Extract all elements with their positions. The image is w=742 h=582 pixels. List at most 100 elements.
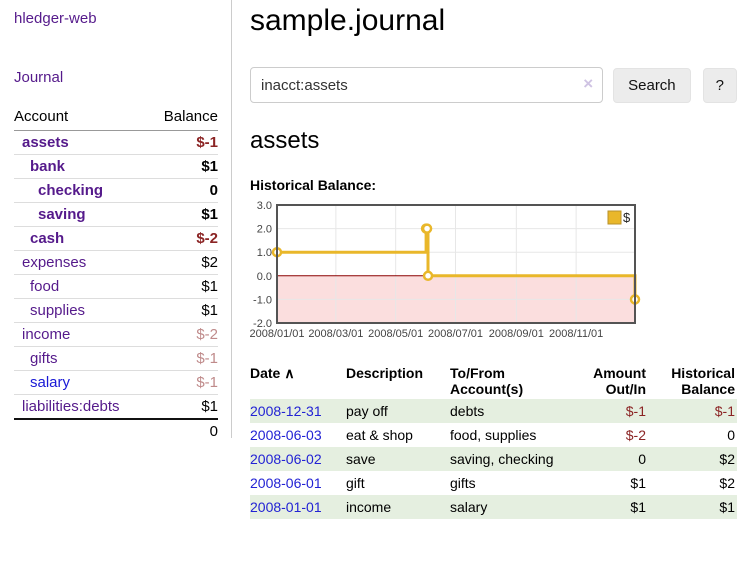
svg-text:0.0: 0.0 bbox=[257, 271, 272, 283]
transaction-date-link[interactable]: 2008-12-31 bbox=[250, 403, 322, 419]
transaction-description: eat & shop bbox=[346, 427, 413, 443]
sidebar-account-gifts[interactable]: gifts bbox=[30, 350, 58, 367]
page-title: sample.journal bbox=[250, 4, 446, 37]
clear-search-icon[interactable]: × bbox=[583, 74, 594, 93]
sidebar-nav: Journal bbox=[14, 69, 218, 86]
sidebar-account-liabilities-debts[interactable]: liabilities:debts bbox=[22, 398, 120, 415]
sidebar-account-expenses[interactable]: expenses bbox=[22, 254, 87, 271]
svg-text:$: $ bbox=[623, 210, 631, 225]
account-row: saving $1 bbox=[14, 202, 218, 227]
account-balance: $1 bbox=[148, 154, 218, 179]
app-title-link[interactable]: hledger-web bbox=[14, 10, 97, 27]
sidebar-account-checking[interactable]: checking bbox=[38, 182, 104, 199]
svg-text:2008/11/01: 2008/11/01 bbox=[549, 328, 603, 340]
transaction-date-link[interactable]: 2008-06-01 bbox=[250, 475, 322, 491]
register-header-accounts: To/From Account(s) bbox=[450, 365, 524, 397]
account-row: assets $-1 bbox=[14, 131, 218, 155]
help-button[interactable]: ? bbox=[702, 67, 737, 103]
svg-text:2008/03/01: 2008/03/01 bbox=[308, 328, 363, 340]
date-header-label: Date bbox=[250, 365, 281, 381]
account-balance: $-1 bbox=[148, 370, 218, 395]
account-row: salary $-1 bbox=[14, 370, 218, 395]
account-row: cash $-2 bbox=[14, 226, 218, 251]
accounts-total-balance: 0 bbox=[148, 418, 218, 443]
sidebar-account-bank[interactable]: bank bbox=[30, 158, 66, 175]
register-header-balance: Historical Balance bbox=[671, 365, 735, 397]
transaction-accounts: food, supplies bbox=[450, 427, 537, 443]
account-row: checking 0 bbox=[14, 178, 218, 203]
transaction-balance: $2 bbox=[719, 451, 735, 467]
transaction-accounts: gifts bbox=[450, 475, 476, 491]
transaction-accounts: saving, checking bbox=[450, 451, 554, 467]
svg-text:-1.0: -1.0 bbox=[253, 294, 272, 306]
svg-text:2008/01/01: 2008/01/01 bbox=[249, 328, 304, 340]
sidebar-account-income[interactable]: income bbox=[22, 326, 71, 343]
account-balance: $-2 bbox=[148, 226, 218, 251]
accounts-table: Account Balance assets $-1 bank $1 check… bbox=[14, 106, 218, 443]
register-row: 2008-06-01 gift gifts $1 $2 bbox=[250, 471, 737, 495]
register-header-date[interactable]: Date ∧ bbox=[250, 363, 346, 399]
svg-text:2.0: 2.0 bbox=[257, 224, 272, 236]
account-row: liabilities:debts $1 bbox=[14, 394, 218, 419]
account-balance: 0 bbox=[148, 178, 218, 203]
sort-ascending-icon: ∧ bbox=[284, 365, 295, 381]
sidebar-account-salary[interactable]: salary bbox=[30, 374, 71, 391]
sidebar-item-journal[interactable]: Journal bbox=[14, 69, 64, 86]
transaction-description: save bbox=[346, 451, 376, 467]
transaction-amount: $-2 bbox=[625, 427, 646, 443]
account-balance: $1 bbox=[148, 298, 218, 323]
account-balance: $-1 bbox=[148, 346, 218, 371]
svg-text:2008/07/01: 2008/07/01 bbox=[428, 328, 483, 340]
sidebar-account-cash[interactable]: cash bbox=[30, 230, 65, 247]
search-button[interactable]: Search bbox=[613, 67, 691, 103]
sidebar-account-saving[interactable]: saving bbox=[38, 206, 86, 223]
transaction-accounts: debts bbox=[450, 403, 485, 419]
svg-text:2008/09/01: 2008/09/01 bbox=[489, 328, 544, 340]
app-title: hledger-web bbox=[14, 10, 218, 27]
account-row: gifts $-1 bbox=[14, 346, 218, 371]
transaction-balance: $-1 bbox=[714, 403, 735, 419]
transaction-balance: $2 bbox=[719, 475, 735, 491]
register-row: 2008-06-03 eat & shop food, supplies $-2… bbox=[250, 423, 737, 447]
account-row: bank $1 bbox=[14, 154, 218, 179]
sidebar-account-food[interactable]: food bbox=[30, 278, 60, 295]
account-balance: $-1 bbox=[196, 134, 218, 151]
search-form: × Search ? bbox=[250, 67, 737, 103]
svg-text:1.0: 1.0 bbox=[257, 247, 272, 259]
account-row: supplies $1 bbox=[14, 298, 218, 323]
account-heading: assets bbox=[250, 127, 320, 154]
transaction-date-link[interactable]: 2008-06-02 bbox=[250, 451, 322, 467]
account-balance: $1 bbox=[148, 394, 218, 419]
sidebar-account-supplies[interactable]: supplies bbox=[30, 302, 86, 319]
transaction-balance: 0 bbox=[727, 427, 735, 443]
register-header-amount: Amount Out/In bbox=[593, 365, 646, 397]
register-header-row: Date ∧ Description To/From Account(s) Amo… bbox=[250, 363, 737, 399]
account-row: expenses $2 bbox=[14, 250, 218, 275]
accounts-total-row: 0 bbox=[14, 418, 218, 443]
svg-text:3.0: 3.0 bbox=[257, 200, 272, 212]
accounts-header-row: Account Balance bbox=[14, 106, 218, 131]
main-content: sample.journal × Search ? assets Histori… bbox=[249, 0, 737, 519]
register-header-description: Description bbox=[346, 365, 424, 381]
transaction-amount: $1 bbox=[630, 499, 646, 515]
account-balance: $1 bbox=[148, 274, 218, 299]
transaction-description: pay off bbox=[346, 403, 388, 419]
transaction-date-link[interactable]: 2008-01-01 bbox=[250, 499, 322, 515]
transaction-amount: $-1 bbox=[625, 403, 646, 419]
sidebar-account-assets[interactable]: assets bbox=[22, 134, 69, 151]
svg-text:2008/05/01: 2008/05/01 bbox=[368, 328, 423, 340]
register-row: 2008-01-01 income salary $1 $1 bbox=[250, 495, 737, 519]
transaction-description: income bbox=[346, 499, 392, 515]
sidebar: hledger-web Journal Account Balance asse… bbox=[0, 0, 232, 443]
account-row: food $1 bbox=[14, 274, 218, 299]
chart-title: Historical Balance: bbox=[250, 177, 377, 193]
transaction-date-link[interactable]: 2008-06-03 bbox=[250, 427, 322, 443]
svg-text:-2.0: -2.0 bbox=[253, 318, 272, 330]
search-input[interactable] bbox=[250, 67, 604, 103]
accounts-header-account: Account bbox=[14, 106, 149, 131]
account-balance: $2 bbox=[148, 250, 218, 275]
accounts-header-balance: Balance bbox=[148, 106, 218, 131]
register-row: 2008-06-02 save saving, checking 0 $2 bbox=[250, 447, 737, 471]
account-balance: $1 bbox=[148, 202, 218, 227]
